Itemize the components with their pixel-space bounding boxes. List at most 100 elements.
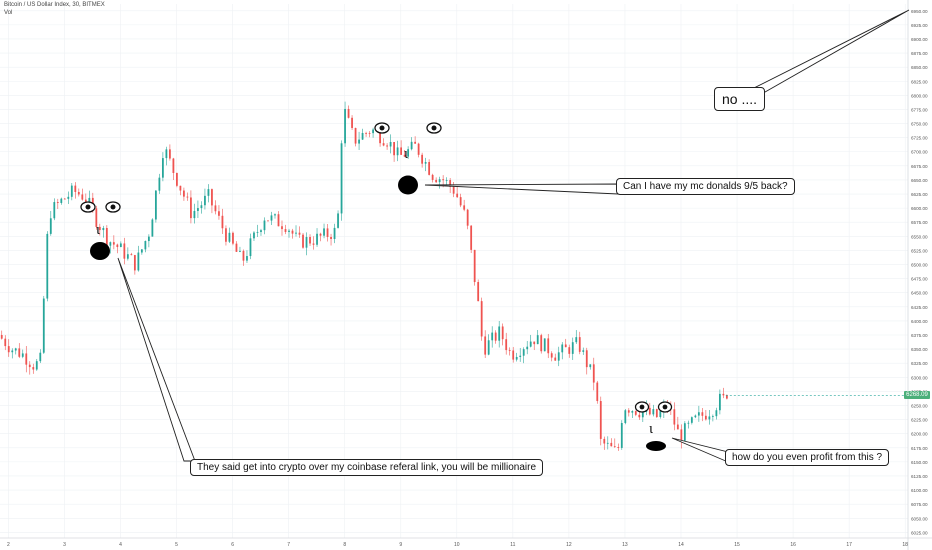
y-tick-label: 6150.00 xyxy=(911,460,928,465)
candle-body xyxy=(519,355,522,357)
candle-body xyxy=(25,353,28,365)
candle-body xyxy=(154,190,157,220)
y-tick-label: 6700.00 xyxy=(911,150,928,155)
y-tick-label: 6025.00 xyxy=(911,530,928,535)
candle-body xyxy=(0,335,3,339)
x-tick-label: 12 xyxy=(566,542,572,548)
x-tick-label: 15 xyxy=(734,542,740,548)
candle-body xyxy=(680,429,683,441)
candle-body xyxy=(74,185,77,192)
candle-body xyxy=(585,350,588,368)
candle-body xyxy=(414,141,417,144)
candle-body xyxy=(690,417,693,423)
candle-body xyxy=(456,193,459,198)
x-tick-label: 18 xyxy=(902,542,908,548)
candle-body xyxy=(351,117,353,128)
candle-body xyxy=(200,205,203,209)
candle-body xyxy=(126,254,129,259)
x-tick-label: 13 xyxy=(622,542,628,548)
candle-body xyxy=(218,211,220,216)
candle-body xyxy=(263,220,266,231)
candle-body xyxy=(659,411,662,418)
candle-body xyxy=(379,130,381,144)
x-tick-label: 2 xyxy=(7,542,10,548)
y-tick-label: 6425.00 xyxy=(911,305,928,310)
candle-body xyxy=(547,338,550,354)
candle-body xyxy=(582,350,585,352)
candle-body xyxy=(158,177,161,191)
candle-body xyxy=(60,198,63,203)
candle-body xyxy=(7,346,10,353)
candle-body xyxy=(67,196,70,199)
candle-body xyxy=(575,337,578,343)
candle-body xyxy=(70,185,73,197)
y-tick-label: 6775.00 xyxy=(911,107,928,112)
candle-body xyxy=(32,367,35,370)
candle-body xyxy=(372,129,374,134)
candle-body xyxy=(228,232,231,242)
candle-body xyxy=(253,232,255,239)
pointer-b1 xyxy=(117,257,196,462)
candle-body xyxy=(267,220,269,222)
candle-body xyxy=(452,186,455,194)
candle-body xyxy=(116,244,119,248)
candle-body xyxy=(368,133,371,134)
candle-body xyxy=(176,172,178,186)
candle-body xyxy=(239,250,241,252)
candle-body xyxy=(288,230,290,232)
candle-body xyxy=(673,409,676,425)
candle-body xyxy=(207,189,210,196)
candle-body xyxy=(641,411,644,418)
candle-body xyxy=(190,197,192,219)
candle-body xyxy=(652,409,655,415)
candle-body xyxy=(260,230,262,232)
candle-body xyxy=(105,227,108,246)
x-tick-label: 7 xyxy=(287,542,290,548)
candle-body xyxy=(63,198,66,200)
candle-body xyxy=(232,232,234,244)
candle-body xyxy=(214,205,217,212)
nose-glyph: ι xyxy=(96,222,100,238)
candle-body xyxy=(84,199,87,202)
candle-body xyxy=(592,364,595,383)
candle-body xyxy=(715,410,718,417)
candle-body xyxy=(211,189,213,206)
candle-body xyxy=(42,298,45,353)
candle-body xyxy=(323,228,325,236)
y-tick-label: 6725.00 xyxy=(911,136,928,141)
candle-body xyxy=(484,336,487,355)
candle-body xyxy=(256,231,259,233)
eye-icon xyxy=(105,201,121,213)
candle-body xyxy=(480,301,483,337)
candle-body xyxy=(596,382,599,402)
candle-body xyxy=(340,143,343,214)
eye-icon xyxy=(426,122,442,134)
y-tick-label: 6125.00 xyxy=(911,474,928,479)
nose-glyph: ι xyxy=(649,421,653,437)
candle-body xyxy=(438,179,441,183)
candle-body xyxy=(676,424,679,430)
candlestick-series xyxy=(0,101,728,451)
y-tick-label: 6650.00 xyxy=(911,178,928,183)
callout-millionaire: They said get into crypto over my coinba… xyxy=(190,459,544,476)
candle-body xyxy=(648,407,651,415)
candle-body xyxy=(123,243,126,259)
candle-body xyxy=(522,349,525,356)
y-tick-label: 6750.00 xyxy=(911,122,928,127)
candle-body xyxy=(274,214,276,216)
x-axis: 2 3 4 5 6 7 8 9 10 11 12 13 14 15 16 17 18 xyxy=(0,537,932,548)
candle-body xyxy=(333,227,336,239)
chart-grid xyxy=(0,4,908,538)
candle-body xyxy=(571,342,574,354)
candle-body xyxy=(344,108,346,144)
candle-body xyxy=(291,230,294,234)
y-tick-label: 6050.00 xyxy=(911,516,928,521)
y-tick-label: 6550.00 xyxy=(911,234,928,239)
candle-body xyxy=(109,242,112,246)
x-tick-label: 8 xyxy=(343,542,346,548)
candle-body xyxy=(701,412,704,416)
candle-body xyxy=(613,446,616,448)
candle-body xyxy=(428,162,431,175)
candle-body xyxy=(358,139,360,144)
